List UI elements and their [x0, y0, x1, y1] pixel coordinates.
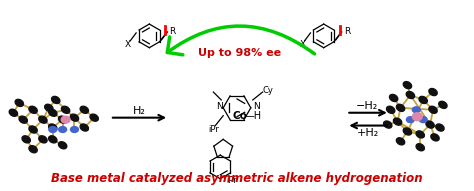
Ellipse shape — [29, 106, 37, 113]
Text: Up to 98% ee: Up to 98% ee — [199, 48, 282, 58]
Text: X: X — [125, 40, 131, 49]
Text: R: R — [344, 28, 350, 36]
Ellipse shape — [39, 116, 47, 123]
Ellipse shape — [429, 88, 437, 96]
Ellipse shape — [436, 124, 444, 131]
Ellipse shape — [80, 106, 89, 113]
Ellipse shape — [439, 101, 447, 108]
Ellipse shape — [19, 116, 27, 123]
Text: Co: Co — [233, 111, 247, 121]
Ellipse shape — [62, 106, 70, 113]
Text: iPr: iPr — [227, 176, 237, 185]
Text: −H₂: −H₂ — [356, 101, 378, 111]
Ellipse shape — [416, 144, 424, 151]
Ellipse shape — [45, 104, 53, 111]
Ellipse shape — [390, 94, 398, 101]
Ellipse shape — [412, 107, 420, 113]
Ellipse shape — [426, 121, 434, 128]
Ellipse shape — [49, 136, 57, 143]
Ellipse shape — [416, 131, 424, 138]
Ellipse shape — [431, 134, 439, 141]
Text: Cy: Cy — [262, 86, 273, 95]
Text: H₂: H₂ — [133, 106, 146, 116]
Ellipse shape — [15, 99, 23, 106]
Ellipse shape — [419, 117, 427, 123]
Text: Base metal catalyzed asymmetric alkene hydrogenation: Base metal catalyzed asymmetric alkene h… — [51, 172, 423, 185]
Ellipse shape — [58, 142, 67, 149]
Ellipse shape — [49, 109, 57, 116]
Ellipse shape — [71, 127, 78, 132]
Ellipse shape — [396, 104, 405, 111]
Ellipse shape — [49, 124, 57, 131]
Ellipse shape — [406, 117, 414, 123]
Ellipse shape — [396, 138, 405, 145]
Ellipse shape — [386, 106, 395, 113]
Ellipse shape — [39, 136, 47, 143]
Text: X: X — [300, 40, 306, 49]
Ellipse shape — [412, 113, 422, 121]
FancyArrowPatch shape — [167, 26, 315, 55]
Text: +H₂: +H₂ — [357, 128, 379, 138]
Text: —H: —H — [244, 111, 261, 121]
Text: iPr: iPr — [208, 125, 219, 134]
Text: N: N — [253, 102, 259, 111]
Text: N: N — [216, 102, 223, 111]
Ellipse shape — [9, 109, 18, 116]
Ellipse shape — [61, 116, 70, 123]
Ellipse shape — [59, 127, 66, 132]
Ellipse shape — [393, 118, 402, 125]
Ellipse shape — [29, 146, 37, 153]
Ellipse shape — [70, 114, 79, 121]
Ellipse shape — [403, 128, 411, 135]
Ellipse shape — [406, 91, 415, 99]
Ellipse shape — [52, 96, 60, 104]
Ellipse shape — [403, 82, 411, 89]
Ellipse shape — [49, 127, 57, 132]
Ellipse shape — [29, 126, 37, 133]
Ellipse shape — [383, 121, 392, 128]
Ellipse shape — [58, 116, 67, 123]
Ellipse shape — [419, 96, 428, 104]
Ellipse shape — [90, 114, 98, 121]
Ellipse shape — [80, 124, 89, 131]
Ellipse shape — [429, 106, 437, 113]
Ellipse shape — [22, 136, 30, 143]
Text: R: R — [169, 28, 176, 36]
